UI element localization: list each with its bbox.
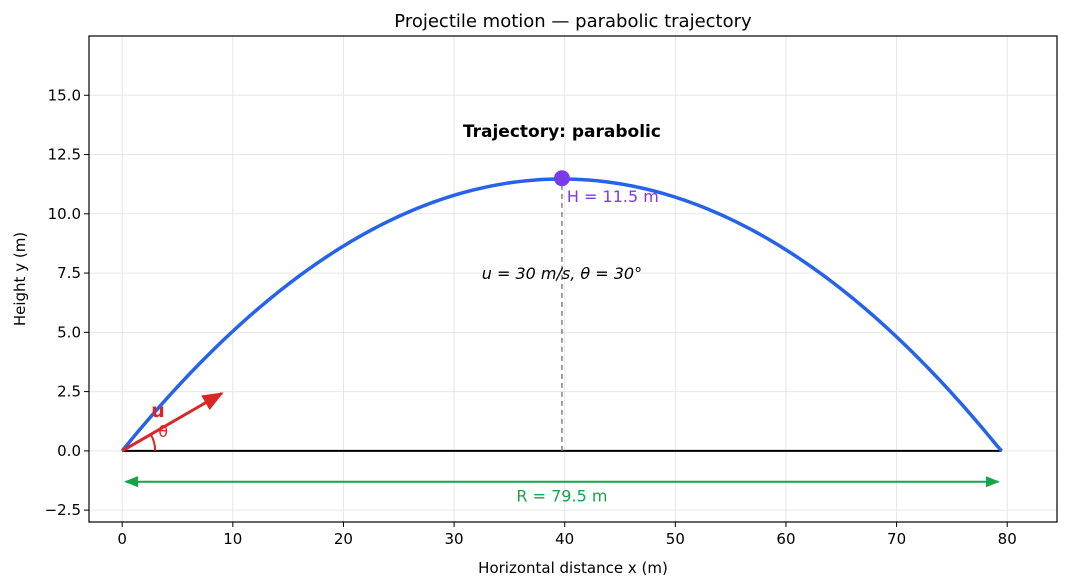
x-tick-label: 70 [887,530,906,548]
x-axis-label: Horizontal distance x (m) [478,559,668,577]
apex-point [553,170,570,187]
axis-ticks: 0 10 20 30 40 50 60 70 80 −2.5 0.0 2.5 5.0 7.5 10.0 12.… [45,86,1017,548]
y-tick-label: 10.0 [48,205,81,223]
x-tick-label: 60 [776,530,795,548]
y-tick-label: −2.5 [45,501,81,519]
x-tick-label: 80 [998,530,1017,548]
parameters-annotation: u = 30 m/s, θ = 30° [482,264,642,283]
x-tick-label: 30 [445,530,464,548]
angle-label: θ [158,422,168,441]
x-tick-label: 10 [223,530,242,548]
velocity-arrow [121,392,224,453]
y-axis-label: Height y (m) [11,232,29,326]
x-tick-label: 20 [334,530,353,548]
chart-title: Projectile motion — parabolic trajectory [394,11,752,32]
y-tick-label: 0.0 [57,442,81,460]
y-tick-label: 15.0 [48,86,81,104]
x-tick-label: 40 [555,530,574,548]
max-height-label: H = 11.5 m [567,187,659,206]
x-tick-label: 0 [117,530,127,548]
range-label: R = 79.5 m [516,487,607,506]
y-tick-label: 5.0 [57,323,81,341]
y-tick-label: 2.5 [57,383,81,401]
trajectory-annotation: Trajectory: parabolic [463,122,661,142]
plot-frame [88,35,1058,523]
velocity-label: u [151,400,165,422]
angle-arc [149,433,157,451]
y-tick-label: 12.5 [48,146,81,164]
plot-area: R = 79.5 m uθ H = 11.5 m Trajectory: parabo… [120,122,1003,506]
x-tick-label: 50 [666,530,685,548]
y-tick-label: 7.5 [57,264,81,282]
